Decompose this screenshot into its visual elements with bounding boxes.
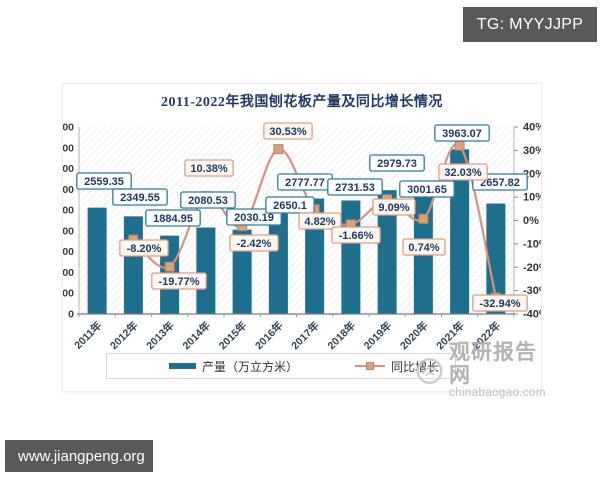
value-label-2020年 bbox=[399, 180, 455, 198]
legend-label-production: 产量（万立方米） bbox=[202, 359, 299, 374]
value-label-2013年 bbox=[145, 209, 201, 227]
value-label-2011年 bbox=[76, 172, 132, 190]
growth-label-2013年 bbox=[151, 272, 207, 290]
value-label-2022年-text: 2657.82 bbox=[480, 177, 520, 189]
growth-label-2014年 bbox=[184, 159, 234, 177]
bar-2018年 bbox=[341, 200, 361, 314]
left-axis-tick-label: 3500 bbox=[63, 163, 74, 175]
value-label-2012年-text: 2349.55 bbox=[120, 192, 160, 204]
growth-label-2020年-text: 0.74% bbox=[408, 242, 439, 254]
value-label-2014年-text: 2080.53 bbox=[188, 195, 228, 207]
growth-label-2016年-text: 30.53% bbox=[269, 126, 307, 138]
bar-2019年 bbox=[377, 190, 397, 314]
growth-label-2022年-text: -32.94% bbox=[480, 298, 521, 310]
left-axis-tick-label: 4000 bbox=[63, 142, 74, 154]
left-axis-tick-label: 3000 bbox=[63, 184, 74, 196]
growth-label-2016年 bbox=[263, 122, 313, 140]
growth-label-2022年 bbox=[472, 294, 528, 312]
value-label-2016年 bbox=[265, 196, 315, 214]
bar-2014年 bbox=[196, 227, 216, 314]
x-axis-label-2018年: 2018年 bbox=[325, 319, 358, 352]
value-label-2011年-text: 2559.35 bbox=[84, 176, 124, 188]
bar-2011年 bbox=[87, 207, 107, 314]
bar-2016年 bbox=[268, 203, 288, 314]
legend-item-production: 产量（万立方米） bbox=[169, 358, 298, 375]
growth-label-2014年-text: 10.38% bbox=[190, 163, 228, 175]
left-axis-tick-label: 2000 bbox=[63, 225, 74, 237]
x-axis-label-2014年: 2014年 bbox=[180, 319, 213, 352]
watermark: 观研报告网 chinabaogao.com bbox=[415, 341, 549, 400]
left-axis-tick-label: 500 bbox=[63, 288, 74, 300]
x-axis-label-2019年: 2019年 bbox=[361, 319, 394, 352]
chart-card: 2011-2022年我国刨花板产量及同比增长情况 0 500 1000 1500 200… bbox=[62, 83, 545, 399]
x-axis-label-2011年: 2011年 bbox=[72, 319, 105, 352]
chart-title: 2011-2022年我国刨花板产量及同比增长情况 bbox=[161, 95, 443, 110]
growth-label-2018年-text: -1.66% bbox=[339, 230, 374, 242]
value-label-2021年-text: 3963.07 bbox=[442, 128, 482, 140]
x-axis-label-2017年: 2017年 bbox=[289, 319, 322, 352]
left-axis-tick-label: 2500 bbox=[63, 205, 74, 217]
value-label-2020年-text: 3001.65 bbox=[407, 184, 447, 196]
growth-label-2018年 bbox=[331, 226, 381, 244]
growth-label-2019年 bbox=[372, 198, 416, 216]
source-url-bar: www.jiangpeng.org bbox=[5, 440, 153, 472]
growth-label-2021年 bbox=[438, 163, 488, 181]
watermark-site-domain: chinabaogao.com bbox=[449, 387, 546, 399]
right-axis-tick-label: -20% bbox=[523, 262, 541, 274]
right-axis-tick-label: -30% bbox=[523, 285, 541, 297]
bar-2022年 bbox=[486, 203, 506, 314]
value-label-2017年-text: 2777.77 bbox=[285, 177, 325, 189]
growth-label-2013年-text: -19.77% bbox=[159, 276, 200, 288]
right-axis-tick-label: 40% bbox=[523, 122, 541, 134]
growth-marker-2021年 bbox=[454, 140, 465, 151]
left-axis-tick-label: 4500 bbox=[63, 122, 74, 134]
bar-series-swatch-icon bbox=[169, 363, 196, 369]
growth-label-2015年 bbox=[229, 234, 279, 252]
right-axis-tick-label: 10% bbox=[523, 192, 541, 204]
x-axis-label-2013年: 2013年 bbox=[144, 319, 177, 352]
watermark-site-name: 观研报告网 bbox=[449, 341, 538, 387]
growth-label-2017年-text: 4.82% bbox=[304, 216, 335, 228]
value-label-2019年-text: 2979.73 bbox=[377, 158, 417, 170]
value-label-2018年-text: 2731.53 bbox=[335, 182, 375, 194]
growth-label-2020年 bbox=[402, 238, 446, 256]
growth-label-2015年-text: -2.42% bbox=[237, 238, 272, 250]
legend-label-growth: 同比增长 bbox=[390, 359, 439, 374]
left-axis-tick-label: 1500 bbox=[63, 246, 74, 258]
growth-marker-2020年 bbox=[418, 213, 429, 224]
bar-2012年 bbox=[123, 216, 143, 314]
right-axis-tick-label: 30% bbox=[523, 145, 541, 157]
value-label-2012年 bbox=[112, 188, 168, 206]
right-axis-tick-label: 0% bbox=[523, 215, 539, 227]
bar-2021年 bbox=[450, 149, 470, 314]
right-axis-tick-label: -40% bbox=[523, 309, 541, 321]
telegram-contact-badge: TG: MYYJJPP bbox=[463, 7, 597, 42]
value-label-2016年-text: 2650.1 bbox=[273, 200, 307, 212]
growth-label-2012年-text: -8.20% bbox=[127, 243, 162, 255]
value-label-2021年 bbox=[434, 124, 490, 142]
growth-label-2017年 bbox=[298, 212, 342, 230]
growth-marker-2013年 bbox=[164, 261, 175, 272]
watermark-swirl-icon bbox=[416, 357, 443, 384]
growth-label-2012年 bbox=[119, 239, 169, 257]
x-axis-label-2016年: 2016年 bbox=[252, 319, 285, 352]
growth-marker-2016年 bbox=[273, 144, 284, 155]
chart-plot: 0 500 1000 1500 2000 2500 3000 3500 4000 4500 -40%… bbox=[63, 122, 541, 353]
value-label-2019年 bbox=[369, 154, 425, 172]
value-label-2014年 bbox=[180, 191, 236, 209]
growth-label-2021年-text: 32.03% bbox=[444, 167, 482, 179]
value-label-2018年 bbox=[327, 178, 383, 196]
growth-label-2019年-text: 9.09% bbox=[378, 202, 409, 214]
legend-item-growth: 同比增长 bbox=[354, 358, 439, 375]
left-axis-tick-label: 1000 bbox=[63, 267, 74, 279]
line-series-swatch-icon bbox=[354, 362, 385, 370]
value-label-2015年-text: 2030.19 bbox=[234, 212, 274, 224]
x-axis-label-2012年: 2012年 bbox=[107, 319, 140, 352]
chart-legend: 产量（万立方米） 同比增长 bbox=[106, 353, 456, 379]
right-axis-tick-label: -10% bbox=[523, 238, 541, 250]
left-axis-tick-label: 0 bbox=[68, 309, 74, 321]
value-label-2013年-text: 1884.95 bbox=[153, 213, 193, 225]
x-axis-label-2015年: 2015年 bbox=[216, 319, 249, 352]
